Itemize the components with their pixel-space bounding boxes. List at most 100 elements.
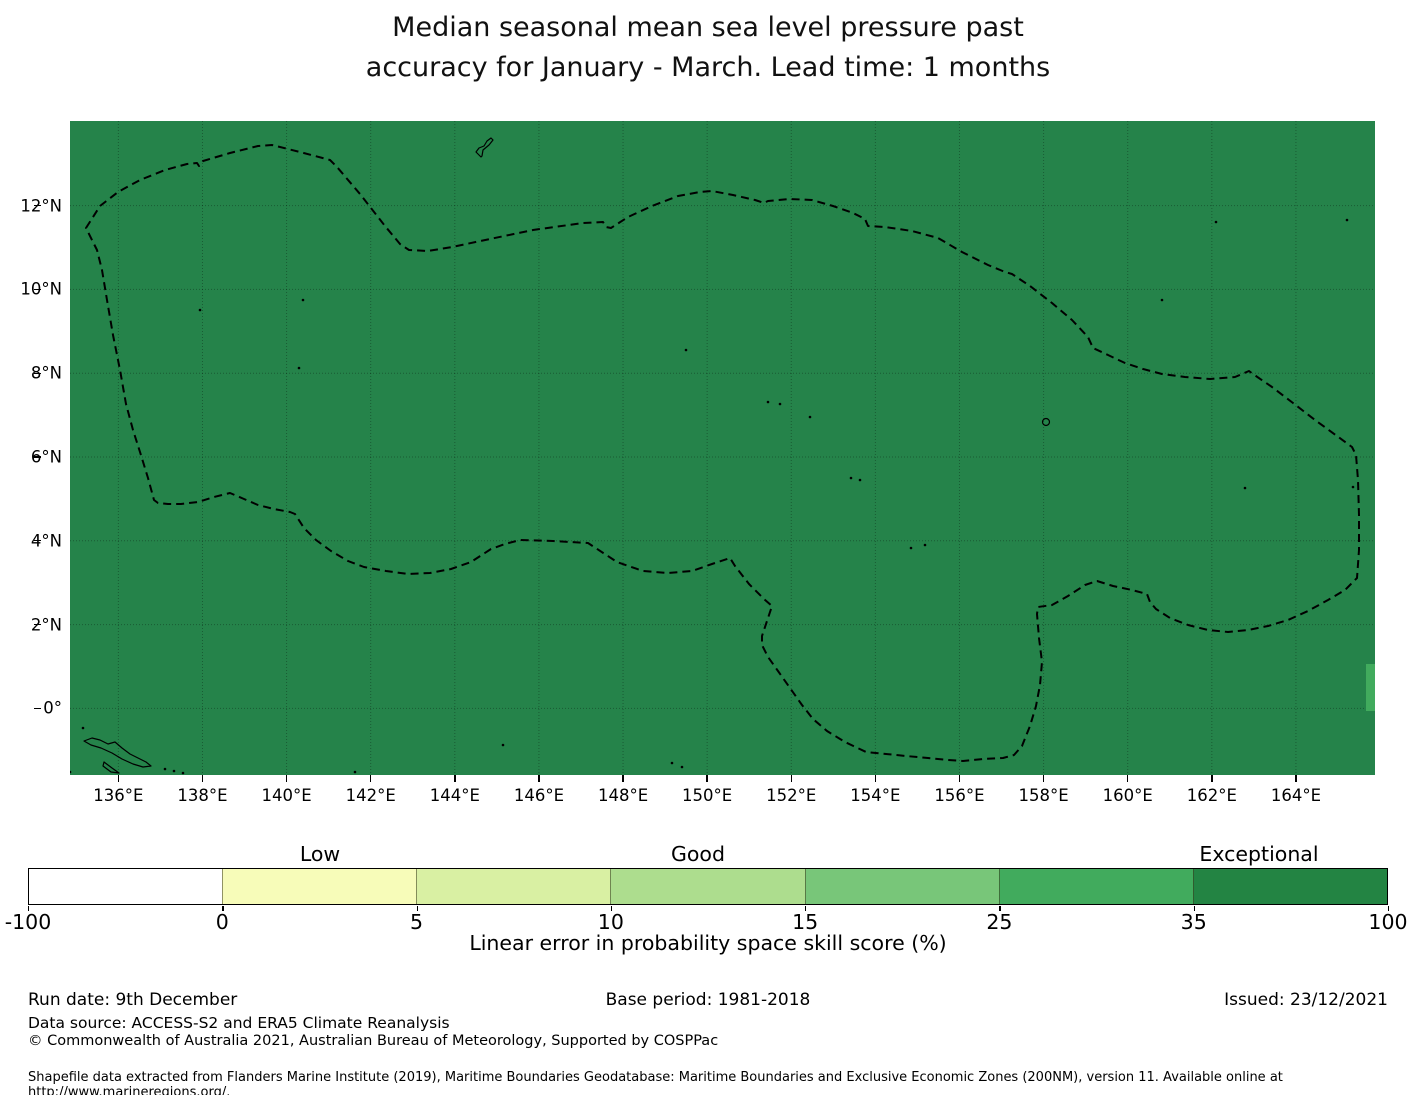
colorbar-segment [1192,869,1387,904]
islet-speck [1160,298,1164,302]
islet-speck [301,298,305,302]
colorbar-tick-label: -100 [4,910,52,934]
x-tick-mark [874,775,877,782]
colorbar-tick-mark [222,906,224,911]
y-tick-mark [34,372,41,374]
colorbar-tick-mark [1388,906,1390,911]
y-tick-label: 12°N [20,196,62,216]
colorbar-segment [804,869,999,904]
islet-speck [670,761,674,765]
x-tick-label: 150°E [682,786,733,805]
x-tick-mark [285,775,288,782]
x-tick-mark [1211,775,1213,782]
x-tick-label: 154°E [850,786,901,805]
x-tick-label: 160°E [1102,786,1153,805]
island-coastline [475,137,494,158]
map-plot-area [70,121,1375,775]
y-tick-mark [34,288,41,291]
islet-speck [297,366,301,370]
colorbar-tick-mark [28,906,30,911]
islet-speck [778,402,782,406]
eez-boundary-dashed [85,144,1360,762]
map-canvas [70,121,1375,775]
island-coastline [102,761,120,774]
colorbar-tick-label: 15 [792,910,819,934]
chart-title-line2: accuracy for January - March. Lead time:… [365,52,1051,83]
islet-speck [163,767,167,771]
colorbar-segment [610,869,805,904]
y-tick-label: 0° [43,698,62,718]
y-tick-label: 6°N [30,447,62,467]
islet-speck [70,770,72,774]
islet-speck [766,400,770,404]
colorbar-tick-label: 5 [410,910,424,934]
y-tick-label: 8°N [30,363,62,383]
x-tick-mark [1295,775,1297,782]
islet-speck [172,769,176,773]
x-tick-mark [117,775,120,782]
y-tick-mark [34,707,41,710]
colorbar-category-label: Low [299,842,341,866]
colorbar-tick-mark [610,906,613,911]
islet-speck [680,765,684,769]
x-tick-label: 158°E [1018,786,1069,805]
colorbar-segment [998,869,1193,904]
x-tick-mark [454,775,456,782]
colorbar-tick-label: 100 [1368,910,1408,934]
skill-field-fill [70,121,1375,775]
chart-title: Median seasonal mean sea level pressure … [0,8,1416,88]
chart-title-line1: Median seasonal mean sea level pressure … [392,12,1024,43]
x-tick-mark [1042,775,1045,782]
x-tick-label: 140°E [261,786,312,805]
islet-speck [909,546,913,550]
x-tick-label: 144°E [429,786,480,805]
x-tick-mark [958,775,961,782]
colorbar-tick-label: 0 [215,910,229,934]
x-tick-label: 138°E [177,786,228,805]
data-source-text: Data source: ACCESS-S2 and ERA5 Climate … [28,1014,450,1032]
islet-speck [1345,218,1349,222]
x-tick-mark [1127,775,1129,782]
run-date-text: Run date: 9th December [28,990,238,1010]
colorbar-tick-mark [999,906,1001,911]
colorbar-tick-label: 10 [597,910,624,934]
colorbar-axis-label: Linear error in probability space skill … [469,931,947,955]
islet-speck [1243,486,1247,490]
colorbar-category-label: Exceptional [1199,842,1319,866]
atoll-ring [1041,417,1051,427]
y-tick-mark [34,456,41,458]
x-tick-label: 136°E [93,786,144,805]
colorbar-tick-mark [805,906,807,911]
colorbar-tick-label: 25 [986,910,1013,934]
colorbar-tick-mark [1193,906,1195,911]
y-tick-mark [34,623,41,626]
islet-speck [181,771,185,775]
colorbar-segment [29,869,223,904]
colorbar-tick-label: 35 [1180,910,1207,934]
x-tick-mark [706,775,708,782]
colorbar-tick-mark [416,906,418,911]
colorbar-segment [416,869,611,904]
islet-speck [684,348,688,352]
islet-speck [81,726,85,730]
y-tick-label: 10°N [20,279,62,299]
y-tick-mark [34,540,41,542]
y-tick-mark [34,204,41,207]
y-tick-label: 4°N [30,531,62,551]
islet-speck [849,476,853,480]
islet-speck [858,478,862,482]
x-tick-label: 152°E [766,786,817,805]
issued-date-text: Issued: 23/12/2021 [1224,990,1388,1010]
islet-speck [501,743,505,747]
x-tick-mark [201,775,204,782]
islet-speck [198,308,202,312]
x-tick-mark [790,775,792,782]
copyright-text: © Commonwealth of Australia 2021, Austra… [28,1033,719,1049]
x-tick-mark [538,775,540,782]
x-tick-label: 156°E [934,786,985,805]
skill-patch-25-35 [1366,664,1375,711]
x-tick-label: 142°E [345,786,396,805]
colorbar [28,868,1388,905]
colorbar-category-label: Good [671,842,725,866]
